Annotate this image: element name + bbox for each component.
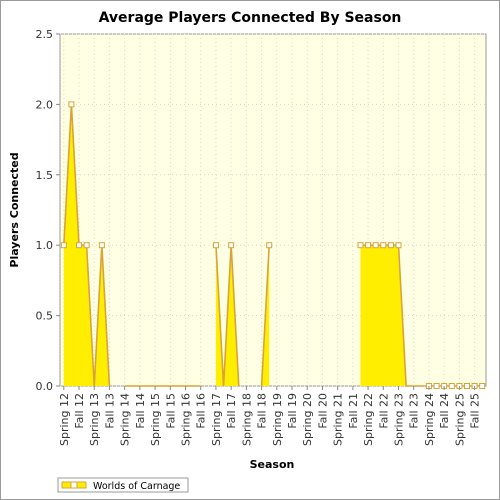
x-ticks: Spring 12 Fall 12 Spring 13 Fall 13 Spring 1… — [58, 386, 482, 446]
legend: Worlds of Carnage — [57, 477, 189, 493]
data-point — [83, 242, 90, 249]
x-tick-label: Spring 19 — [271, 393, 284, 446]
x-tick-label: Fall 23 — [408, 393, 421, 429]
area-segment — [360, 245, 483, 386]
data-point — [463, 383, 470, 389]
data-point — [98, 242, 105, 249]
y-tick-label: 1.5 — [36, 169, 54, 182]
data-point — [212, 242, 219, 249]
x-tick-label: Spring 13 — [88, 393, 101, 446]
x-tick-label: Spring 14 — [119, 393, 132, 446]
y-tick-label: 2.5 — [36, 28, 54, 41]
data-point — [76, 242, 83, 249]
y-tick-label: 1.0 — [36, 239, 54, 252]
x-tick-label: Spring 22 — [362, 393, 375, 446]
data-point — [395, 242, 402, 249]
data-point — [365, 242, 372, 249]
data-point — [448, 383, 455, 389]
series-line — [260, 245, 270, 387]
x-tick-label: Fall 24 — [438, 393, 451, 429]
x-tick-label: Spring 25 — [453, 393, 466, 446]
x-tick-label: Fall 15 — [164, 393, 177, 429]
x-tick-label: Spring 12 — [58, 393, 71, 446]
series-line — [215, 245, 240, 387]
x-tick-label: Fall 21 — [347, 393, 360, 429]
x-axis-label: Season — [250, 458, 295, 471]
grid — [60, 33, 486, 387]
legend-box — [57, 477, 189, 493]
y-axis-label: Players Connected — [8, 152, 21, 267]
x-tick-label: Spring 23 — [393, 393, 406, 446]
x-tick-label: Spring 21 — [332, 393, 345, 446]
x-tick-label: Spring 16 — [180, 393, 193, 446]
x-tick-label: Fall 22 — [377, 393, 390, 429]
x-tick-label: Spring 18 — [240, 393, 253, 446]
data-point — [479, 383, 486, 389]
x-tick-label: Fall 14 — [134, 393, 147, 429]
chart-title: Average Players Connected By Season — [99, 10, 402, 26]
markers — [60, 101, 486, 389]
x-tick-label: Fall 20 — [316, 393, 329, 429]
legend-marker — [70, 481, 78, 489]
data-point — [60, 242, 67, 249]
y-ticks: 0.0 0.5 1.0 1.5 2.0 2.5 — [36, 28, 60, 393]
x-tick-label: Fall 12 — [73, 393, 86, 429]
y-tick-label: 0.0 — [36, 380, 54, 393]
data-point — [433, 383, 440, 389]
data-point — [266, 242, 273, 249]
y-tick-label: 0.5 — [36, 310, 54, 323]
y-tick-label: 2.0 — [36, 98, 54, 111]
x-tick-label: Spring 17 — [210, 393, 223, 446]
x-tick-label: Fall 13 — [103, 393, 116, 429]
x-tick-label: Fall 18 — [256, 393, 269, 429]
x-tick-label: Spring 15 — [149, 393, 162, 446]
x-tick-label: Fall 17 — [225, 393, 238, 429]
x-tick-label: Fall 16 — [195, 393, 208, 429]
plot-area — [59, 33, 487, 387]
data-point — [372, 242, 379, 249]
x-tick-label: Fall 25 — [469, 393, 482, 429]
x-tick-label: Spring 24 — [423, 393, 436, 446]
legend-label: Worlds of Carnage — [93, 481, 180, 492]
data-point — [380, 242, 387, 249]
data-point — [68, 101, 75, 108]
x-tick-label: Fall 19 — [286, 393, 299, 429]
data-point — [357, 242, 364, 249]
x-tick-label: Spring 20 — [301, 393, 314, 446]
data-point — [387, 242, 394, 249]
data-point — [228, 242, 235, 249]
